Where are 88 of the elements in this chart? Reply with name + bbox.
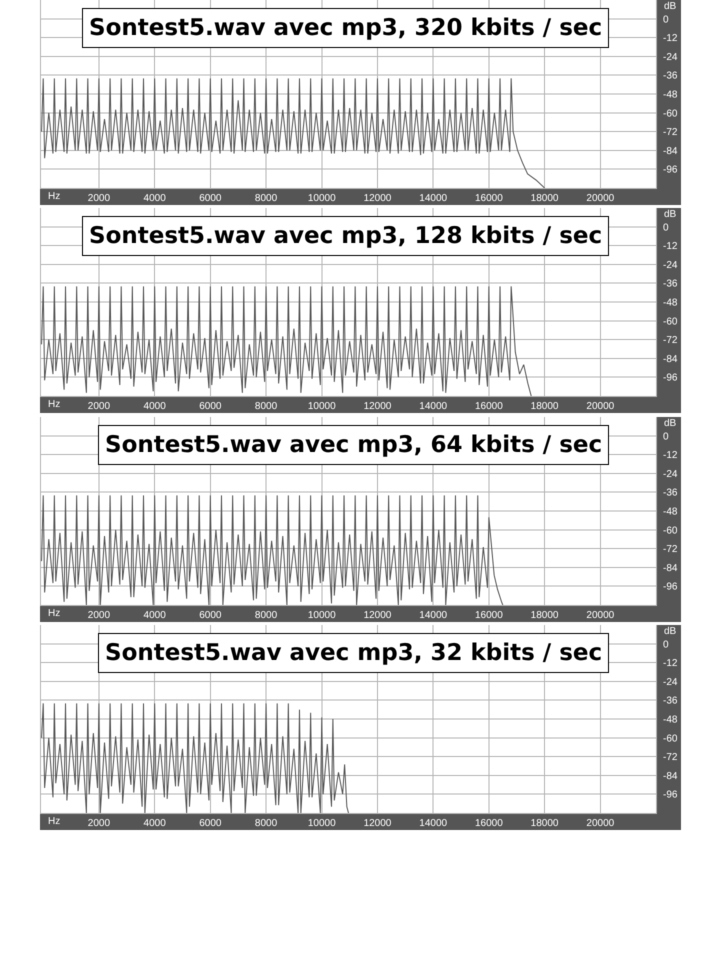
x-tick-label: 18000 (530, 193, 559, 204)
x-axis-title: Hz (48, 191, 60, 202)
x-tick-label: 12000 (364, 193, 392, 204)
x-tick-label: 4000 (144, 610, 166, 621)
x-tick-label: 18000 (530, 610, 559, 621)
x-tick-label: 12000 (364, 401, 392, 412)
y-tick-label: -96 (663, 790, 678, 801)
y-tick-label: -36 (663, 696, 678, 707)
y-tick-label: -24 (663, 52, 678, 63)
y-tick-label: -96 (663, 372, 678, 384)
x-tick-label: 2000 (88, 610, 110, 621)
y-tick-label: -60 (663, 316, 678, 328)
x-tick-label: 6000 (199, 610, 222, 621)
x-tick-label: 10000 (308, 193, 336, 204)
x-tick-label: 18000 (530, 818, 559, 829)
y-tick-label: -60 (663, 733, 678, 744)
y-tick-label: -84 (663, 354, 678, 365)
x-tick-label: 12000 (364, 818, 392, 829)
x-axis-title: Hz (48, 399, 60, 410)
x-tick-label: 10000 (308, 610, 336, 621)
x-tick-label: 14000 (419, 818, 448, 829)
y-tick-label: -84 (663, 562, 678, 574)
x-tick-label: 18000 (530, 401, 559, 412)
x-tick-label: 8000 (254, 610, 278, 621)
text: Sontest5.wav avec mp3, 32 kbits / sec (105, 640, 602, 666)
x-tick-label: 2000 (88, 818, 110, 829)
x-tick-label: 2000 (88, 401, 110, 412)
y-tick-label: -84 (663, 770, 678, 782)
y-tick-label: -48 (663, 506, 678, 518)
x-tick-label: 4000 (144, 818, 166, 829)
text: Sontest5.wav avec mp3, 128 kbits / sec (89, 223, 602, 249)
y-tick-label: -60 (663, 108, 678, 120)
y-tick-label: 0 (663, 431, 669, 442)
y-tick-label: -12 (663, 658, 678, 670)
x-tick-label: 4000 (144, 193, 166, 204)
text: Sontest5.wav avec mp3, 64 kbits / sec (105, 432, 602, 458)
x-tick-label: 20000 (586, 610, 615, 621)
y-tick-label: -36 (663, 278, 678, 290)
y-tick-label: -84 (663, 146, 678, 157)
x-tick-label: 8000 (254, 193, 278, 204)
x-tick-label: 20000 (586, 193, 615, 204)
y-tick-label: -72 (663, 544, 678, 556)
y-axis-title: dB (664, 209, 677, 220)
x-tick-label: 10000 (308, 401, 336, 412)
x-axis-title: Hz (48, 608, 60, 619)
y-tick-label: -48 (663, 90, 678, 100)
y-tick-label: -48 (663, 298, 678, 308)
y-tick-label: -48 (663, 714, 678, 726)
y-tick-label: -36 (663, 70, 678, 82)
x-tick-label: 10000 (308, 818, 336, 829)
y-tick-label: -96 (663, 582, 678, 593)
y-tick-label: -72 (663, 335, 678, 346)
x-tick-label: 8000 (254, 401, 278, 412)
x-tick-label: 4000 (144, 401, 166, 412)
x-axis-title: Hz (48, 816, 60, 827)
x-tick-label: 16000 (474, 401, 504, 412)
y-axis-title: dB (664, 418, 677, 429)
x-tick-label: 6000 (199, 401, 222, 412)
y-tick-label: -96 (663, 164, 678, 176)
x-tick-label: 16000 (474, 193, 504, 204)
x-tick-label: 2000 (88, 193, 110, 204)
y-tick-label: 0 (663, 14, 669, 26)
x-tick-label: 14000 (419, 401, 448, 412)
y-tick-label: 0 (663, 222, 669, 234)
y-tick-label: -24 (663, 468, 678, 480)
x-tick-label: 20000 (586, 401, 615, 412)
y-tick-label: -12 (663, 33, 678, 44)
x-tick-label: 16000 (474, 610, 504, 621)
x-tick-label: 16000 (474, 818, 504, 829)
y-tick-label: -60 (663, 525, 678, 536)
y-axis-title: dB (664, 1, 677, 12)
y-tick-label: -36 (663, 488, 678, 499)
y-axis-title: dB (664, 626, 677, 637)
x-tick-label: 12000 (364, 610, 392, 621)
y-tick-label: -12 (663, 241, 678, 252)
y-tick-label: 0 (663, 639, 669, 650)
x-tick-label: 8000 (254, 818, 278, 829)
y-tick-label: -24 (663, 676, 678, 688)
y-tick-label: -24 (663, 260, 678, 271)
y-tick-label: -12 (663, 450, 678, 462)
x-tick-label: 6000 (199, 193, 222, 204)
y-tick-label: -72 (663, 127, 678, 138)
x-tick-label: 14000 (419, 610, 448, 621)
x-tick-label: 6000 (199, 818, 222, 829)
x-tick-label: 20000 (586, 818, 615, 829)
x-tick-label: 14000 (419, 193, 448, 204)
y-tick-label: -72 (663, 752, 678, 764)
text: Sontest5.wav avec mp3, 320 kbits / sec (89, 15, 602, 41)
